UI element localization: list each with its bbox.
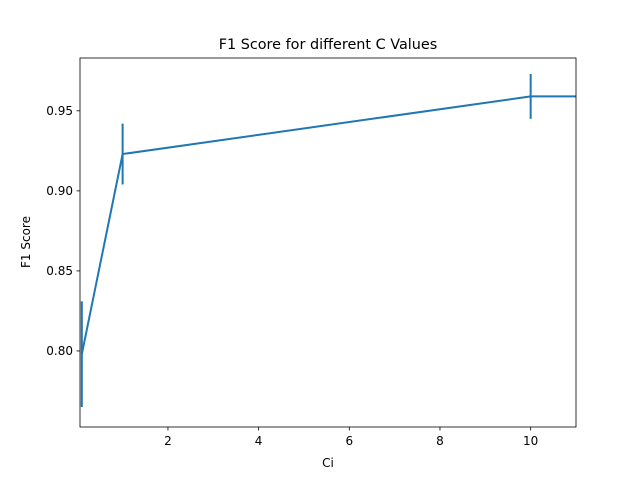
data-line [80,95,576,355]
x-axis-label: Ci [322,456,334,470]
x-tick-label: 8 [436,434,444,448]
plot-area [80,74,576,407]
x-tick-label: 6 [345,434,353,448]
x-tick-label: 2 [164,434,172,448]
y-tick-label: 0.90 [46,184,73,198]
y-axis-label: F1 Score [19,216,33,268]
axes-frame [79,57,577,428]
y-tick-label: 0.85 [46,264,73,278]
x-tick-label: 10 [523,434,538,448]
y-tick-label: 0.80 [46,344,73,358]
y-tick-label: 0.95 [46,104,73,118]
chart-title: F1 Score for different C Values [219,37,438,53]
x-tick-label: 4 [255,434,263,448]
